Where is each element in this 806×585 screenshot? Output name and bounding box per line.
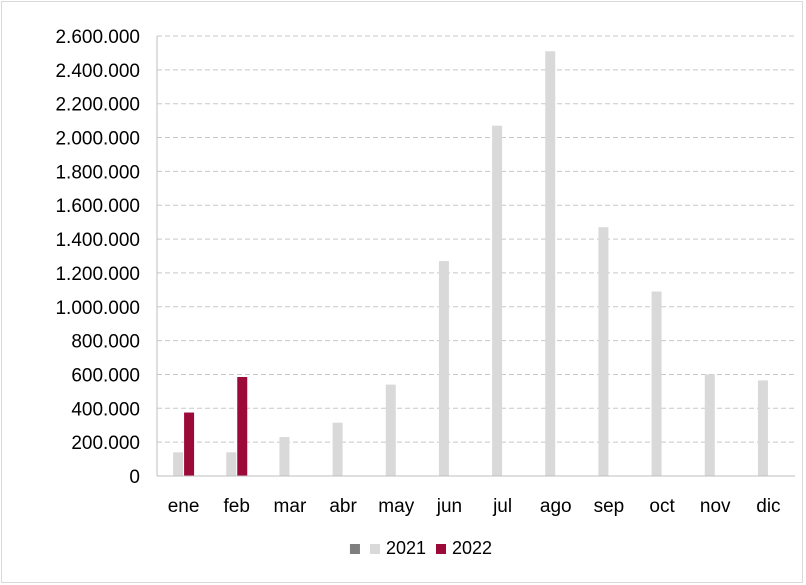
y-tick-label: 1.000.000 [55,298,140,319]
bar-2022-feb [237,377,248,476]
x-tick-label: oct [649,496,675,517]
bar-2021-ene [173,452,184,476]
x-tick-label: feb [224,496,250,517]
x-tick-label: jul [492,496,512,517]
x-tick-label: ene [168,496,200,517]
legend-swatch [436,544,446,554]
bars [173,51,768,476]
legend: 2021 2022 [349,538,492,558]
legend-swatch [369,544,380,554]
y-tick-label: 1.600.000 [55,196,140,217]
x-tick-label: nov [700,496,731,517]
bar-2021-jul [492,125,503,476]
y-tick-label: 1.200.000 [55,264,140,285]
bar-2021-mar [279,437,290,476]
y-tick-label: 2.400.000 [55,61,140,82]
x-axis: ene feb mar abr may jun jul ago sep oct nov dic [157,475,795,517]
x-tick-label: may [378,496,414,517]
y-tick-label: 200.000 [71,433,140,454]
gridlines [157,35,795,443]
x-tick-label: ago [540,496,572,517]
y-tick-label: 1.800.000 [55,162,140,183]
bar-2021-oct [651,291,662,476]
legend-swatch [349,544,360,554]
bar-2021-may [385,384,396,476]
bar-2021-sep [598,227,609,476]
bar-2021-dic [757,380,768,476]
bar-2021-abr [332,422,343,476]
x-tick-label: sep [594,496,625,517]
bar-2021-nov [704,374,715,476]
x-tick-label: abr [329,496,357,517]
y-tick-label: 2.600.000 [55,27,140,48]
x-tick-label: jun [436,496,462,517]
y-tick-label: 2.200.000 [55,95,140,116]
y-tick-label: 0 [129,467,140,488]
y-tick-label: 400.000 [71,399,140,420]
legend-label: 2022 [452,538,492,558]
x-tick-label: dic [756,496,780,517]
bar-2021-jun [438,261,449,476]
legend-label: 2021 [386,538,426,558]
x-tick-label: mar [274,496,307,517]
bar-2021-feb [226,452,237,476]
y-tick-label: 800.000 [71,332,140,353]
bar-2021-ago [545,51,556,476]
y-axis: 0 200.000 400.000 600.000 800.000 1.000.000 1.… [55,27,158,488]
y-tick-label: 600.000 [71,365,140,386]
y-tick-label: 1.400.000 [55,230,140,251]
bar-2022-ene [184,412,195,476]
y-tick-label: 2.000.000 [55,129,140,150]
